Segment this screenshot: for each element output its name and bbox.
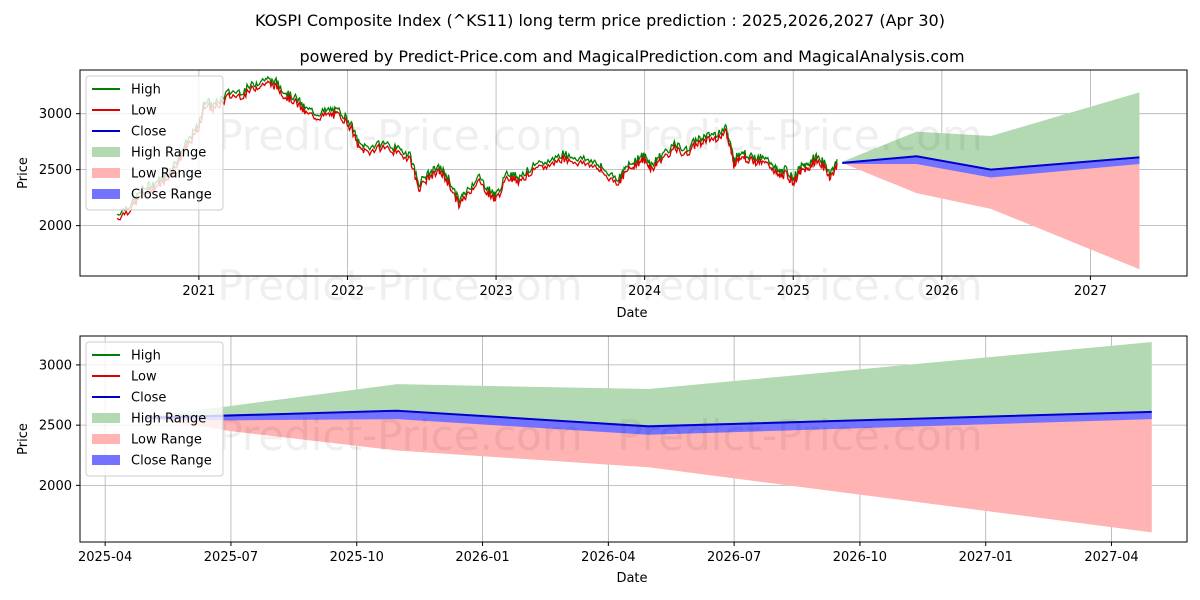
- axes-frame: [79, 335, 1188, 543]
- legend-box: [85, 75, 224, 211]
- bottom-panel: Predict-Price.com Predict-Price.com 2025-0…: [16, 335, 1188, 586]
- legend-swatch: [92, 413, 120, 423]
- legend-swatch: [92, 434, 120, 444]
- x-tick-label: 2023: [480, 284, 513, 299]
- top-panel: Predict-Price.com Predict-Price.com Predic…: [16, 69, 1188, 321]
- watermark-text: Predict-Price.com: [217, 261, 582, 310]
- watermark-text: Predict-Price.com: [617, 411, 982, 460]
- low-range-area: [842, 156, 1140, 270]
- high-range-area: [842, 92, 1140, 170]
- legend-label: High: [131, 349, 161, 364]
- watermark-text: Predict-Price.com: [617, 111, 982, 160]
- legend: High Low Close High Range Low Range Close Ran…: [85, 341, 224, 477]
- plot-area: [116, 75, 1140, 270]
- legend-label: Low: [131, 104, 157, 119]
- legend-label: High: [131, 83, 161, 98]
- legend-swatch: [92, 147, 120, 157]
- y-tick-label: 2000: [39, 479, 72, 494]
- watermark-text: Predict-Price.com: [217, 111, 582, 160]
- watermark-text: Predict-Price.com: [217, 411, 582, 460]
- y-axis-label: Price: [16, 423, 31, 455]
- legend-swatch: [92, 168, 120, 178]
- legend-label: High Range: [131, 146, 206, 161]
- high-range-area: [145, 342, 1152, 427]
- x-tick-label: 2026-07: [707, 550, 761, 565]
- y-tick-label: 2500: [39, 419, 72, 434]
- low-history-line: [116, 80, 838, 221]
- x-axis-label: Date: [616, 571, 647, 586]
- chart-title: KOSPI Composite Index (^KS11) long term …: [255, 11, 945, 30]
- legend-label: Low Range: [131, 433, 202, 448]
- legend-label: Close Range: [131, 188, 212, 203]
- x-tick-label: 2025: [777, 284, 810, 299]
- x-tick-label: 2025-10: [330, 550, 384, 565]
- x-tick-label: 2025-07: [204, 550, 258, 565]
- x-tick-label: 2026-01: [455, 550, 509, 565]
- y-tick-label: 2000: [39, 219, 72, 234]
- legend-label: Close: [131, 125, 166, 140]
- y-axis-label: Price: [16, 157, 31, 189]
- legend-swatch: [92, 455, 120, 465]
- x-axis-label: Date: [616, 306, 647, 321]
- legend-label: Low: [131, 370, 157, 385]
- x-tick-label: 2026-10: [833, 550, 887, 565]
- x-tick-label: 2025-04: [78, 550, 132, 565]
- y-tick-label: 2500: [39, 163, 72, 178]
- close-range-area: [842, 156, 1140, 178]
- legend-swatch: [92, 189, 120, 199]
- legend-label: Close Range: [131, 454, 212, 469]
- axes-frame: [79, 69, 1188, 277]
- close-forecast-line: [842, 155, 1140, 171]
- legend-label: High Range: [131, 412, 206, 427]
- x-tick-label: 2027-04: [1084, 550, 1138, 565]
- close-range-area: [145, 410, 1152, 435]
- x-tick-label: 2026-04: [581, 550, 635, 565]
- high-history-line: [116, 75, 838, 216]
- low-range-area: [145, 410, 1152, 533]
- legend: High Low Close High Range Low Range Close Ran…: [85, 75, 224, 211]
- legend-label: Low Range: [131, 167, 202, 182]
- x-tick-label: 2022: [331, 284, 364, 299]
- x-tick-label: 2027-01: [959, 550, 1013, 565]
- watermark-text: Predict-Price.com: [617, 261, 982, 310]
- x-tick-label: 2026: [925, 284, 958, 299]
- x-tick-label: 2024: [628, 284, 661, 299]
- legend-label: Close: [131, 391, 166, 406]
- y-tick-label: 3000: [39, 358, 72, 373]
- x-tick-label: 2021: [182, 284, 215, 299]
- y-tick-label: 3000: [39, 107, 72, 122]
- chart-subtitle: powered by Predict-Price.com and Magical…: [299, 47, 964, 66]
- x-tick-label: 2027: [1074, 284, 1107, 299]
- legend-box: [85, 341, 224, 477]
